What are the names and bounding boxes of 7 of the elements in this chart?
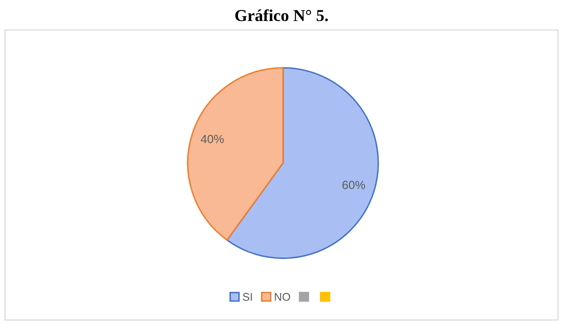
- pie-slice: [187, 67, 284, 241]
- pie-slice: [226, 67, 379, 259]
- data-label: 40%: [200, 134, 224, 144]
- data-label: 60%: [342, 180, 366, 190]
- legend-label: NO: [274, 292, 290, 301]
- chart-title: Gráfico N° 5.: [235, 9, 328, 22]
- legend-label: SI: [242, 292, 252, 301]
